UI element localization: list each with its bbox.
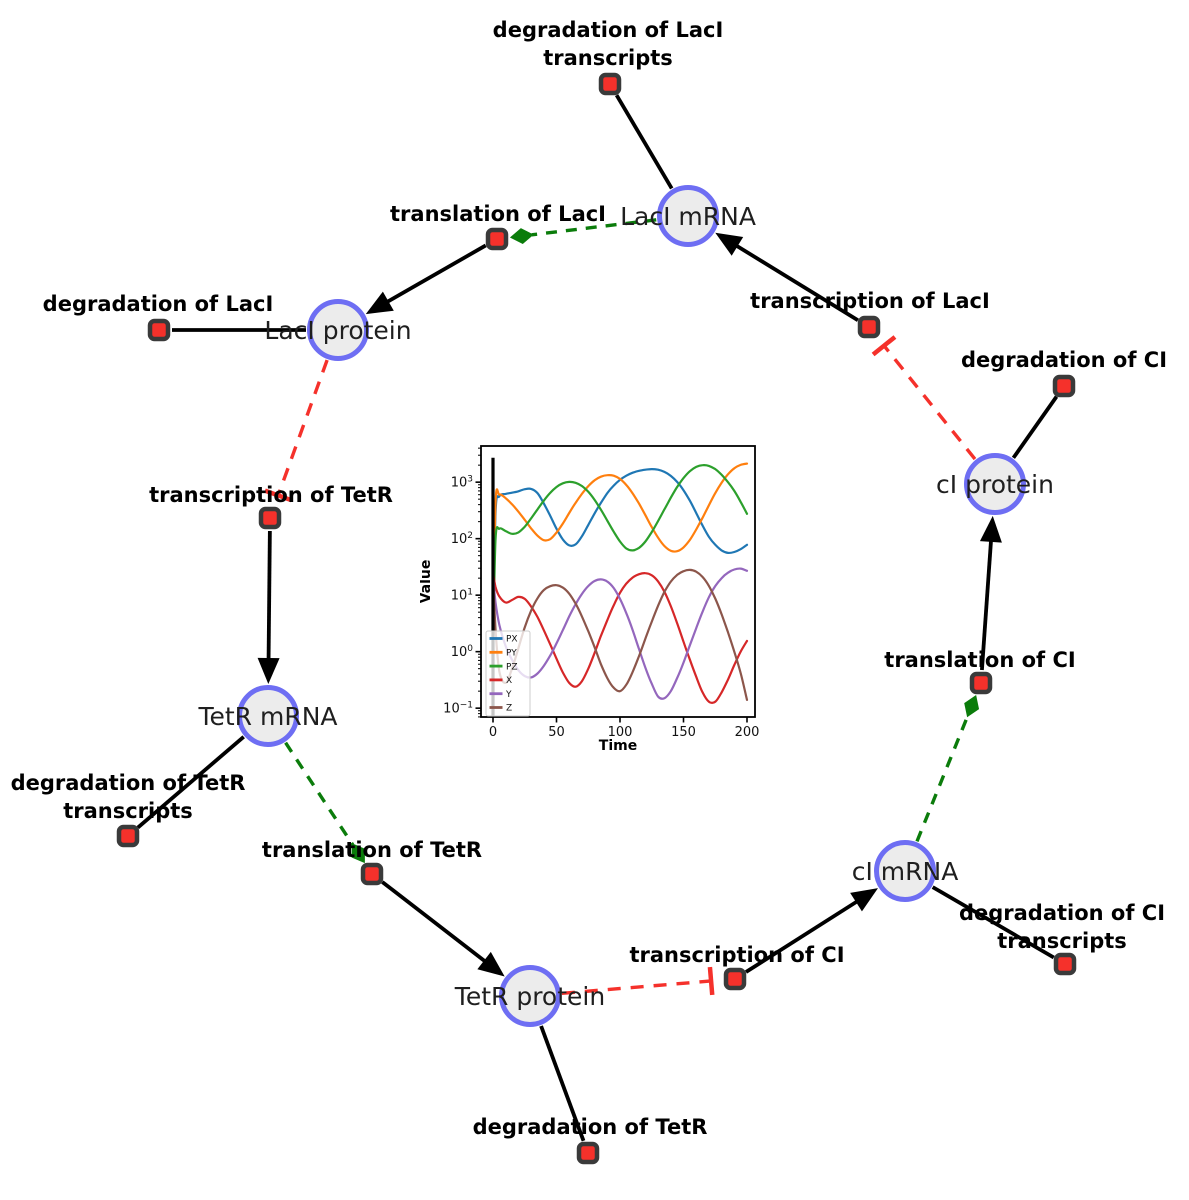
reaction-label-deg-ci-transcripts: degradation of CI transcripts xyxy=(959,901,1165,953)
x-tick-label: 200 xyxy=(735,725,760,740)
reaction-node-deg-tetr-transcripts[interactable] xyxy=(116,824,140,848)
edge-ci-mrna-to-deg-ci-transcripts xyxy=(931,885,1055,960)
reaction-node-deg-laci[interactable] xyxy=(147,318,171,342)
edges-layer xyxy=(136,94,1059,1142)
x-tick-label: 100 xyxy=(608,725,633,740)
y-tick-label: 103 xyxy=(451,475,473,491)
species-node-laci-mrna[interactable] xyxy=(657,185,719,247)
edge-transcription-ci-to-ci-mrna xyxy=(744,896,864,974)
arrowhead-edge-transcription-tetr-to-tetr-mrna xyxy=(257,657,280,685)
reaction-node-translation-tetr[interactable] xyxy=(360,862,384,886)
legend-label-PX: PX xyxy=(506,635,518,645)
species-node-tetr-mrna[interactable] xyxy=(237,685,299,747)
y-tick-label: 101 xyxy=(451,588,473,604)
legend-label-X: X xyxy=(506,676,512,686)
edge-tetr-protein-to-deg-tetr xyxy=(539,1025,586,1142)
species-label-laci-mrna: LacI mRNA xyxy=(620,202,756,231)
species-node-ci-mrna[interactable] xyxy=(874,840,936,902)
inhibitor-bar-edge-laci-protein-to-transcription-tetr xyxy=(264,488,293,503)
modifier-diamond-edge-tetr-mrna-to-translation-tetr xyxy=(351,843,365,864)
species-label-ci-protein: cI protein xyxy=(936,470,1054,499)
reaction-node-translation-ci[interactable] xyxy=(969,671,993,695)
legend-label-Y: Y xyxy=(505,690,512,700)
reaction-label-translation-tetr: translation of TetR xyxy=(262,838,482,862)
arrowhead-edge-translation-laci-to-laci-protein xyxy=(365,291,394,315)
edge-ci-protein-to-transcription-laci xyxy=(882,344,977,461)
reaction-label-deg-tetr-transcripts: degradation of TetR transcripts xyxy=(11,771,246,823)
x-tick-label: 0 xyxy=(489,725,497,740)
axis-ticks: 10−1 100 101 102 103 0 50 100 150 200 xyxy=(443,447,760,740)
edge-tetr-mrna-to-translation-tetr xyxy=(284,741,355,846)
reaction-label-deg-ci: degradation of CI xyxy=(961,348,1167,372)
edge-tetr-protein-to-transcription-ci xyxy=(561,979,712,996)
species-label-tetr-protein: TetR protein xyxy=(454,982,605,1011)
plot-background xyxy=(420,435,770,765)
y-tick-label: 102 xyxy=(451,531,473,547)
reaction-node-deg-ci[interactable] xyxy=(1052,374,1076,398)
reaction-node-translation-laci[interactable] xyxy=(485,227,509,251)
arrowhead-edge-transcription-ci-to-ci-mrna xyxy=(850,888,878,912)
reaction-node-transcription-laci[interactable] xyxy=(857,315,881,339)
plot-legend: PX PY PZ XYZ xyxy=(485,630,531,717)
arrowhead-edge-translation-ci-to-ci-protein xyxy=(979,515,1002,543)
reaction-label-deg-laci-transcripts: degradation of LacI transcripts xyxy=(493,18,724,70)
legend-label-Z: Z xyxy=(506,704,512,714)
series-line-PZ xyxy=(491,464,749,653)
axes-frame xyxy=(480,445,756,718)
species-node-laci-protein[interactable] xyxy=(307,299,369,361)
edge-laci-mrna-to-deg-laci-transcripts xyxy=(614,94,674,190)
nodes-layer xyxy=(116,72,1077,1165)
legend-label-PY: PY xyxy=(506,649,517,659)
modifier-diamond-edge-laci-mrna-to-translation-laci xyxy=(509,228,534,244)
reaction-label-deg-laci: degradation of LacI xyxy=(43,292,274,316)
species-node-tetr-protein[interactable] xyxy=(499,965,561,1027)
plot-y-axis-label: Value xyxy=(420,560,434,604)
y-tick-label: 100 xyxy=(451,644,474,660)
edge-transcription-tetr-to-tetr-mrna xyxy=(266,530,272,667)
inhibitor-bar-edge-tetr-protein-to-transcription-ci xyxy=(707,966,715,996)
edge-transcription-laci-to-laci-mrna xyxy=(729,240,859,322)
series-line-X xyxy=(491,571,749,704)
reaction-label-translation-laci: translation of LacI xyxy=(390,202,606,226)
edge-laci-mrna-to-translation-laci xyxy=(531,218,657,237)
edge-ci-mrna-to-translation-ci xyxy=(915,714,970,842)
reaction-label-deg-tetr: degradation of TetR xyxy=(473,1115,708,1139)
y-tick-label: 10−1 xyxy=(443,701,473,717)
edge-translation-laci-to-laci-protein xyxy=(380,243,487,307)
reaction-label-transcription-tetr: transcription of TetR xyxy=(149,483,393,507)
edge-translation-ci-to-ci-protein xyxy=(980,533,994,671)
edge-ci-protein-to-deg-ci xyxy=(1011,395,1059,459)
arrowhead-edge-translation-tetr-to-tetr-protein xyxy=(477,951,505,977)
reaction-node-deg-laci-transcripts[interactable] xyxy=(598,72,622,96)
plot-x-axis-label: Time xyxy=(599,738,637,754)
reaction-label-translation-ci: translation of CI xyxy=(884,648,1075,672)
species-label-tetr-mrna: TetR mRNA xyxy=(197,702,337,731)
edge-laci-protein-to-transcription-tetr xyxy=(276,359,329,497)
species-label-ci-mrna: cI mRNA xyxy=(852,857,959,886)
edge-tetr-mrna-to-deg-tetr-transcripts xyxy=(136,735,245,829)
reaction-node-deg-ci-transcripts[interactable] xyxy=(1053,952,1077,976)
species-node-ci-protein[interactable] xyxy=(964,453,1026,515)
series-line-Z xyxy=(491,568,749,701)
modifier-diamond-edge-ci-mrna-to-translation-ci xyxy=(964,695,980,718)
arrowhead-edge-transcription-laci-to-laci-mrna xyxy=(715,232,744,256)
reaction-node-deg-tetr[interactable] xyxy=(576,1141,600,1165)
series-line-PX xyxy=(491,468,749,653)
edge-translation-tetr-to-tetr-protein xyxy=(381,880,492,967)
labels-layer: degradation of LacI transcripts translatio… xyxy=(11,18,1167,1139)
x-tick-label: 150 xyxy=(671,725,696,740)
reaction-label-transcription-ci: transcription of CI xyxy=(629,943,844,967)
legend-label-PZ: PZ xyxy=(506,662,518,672)
series-line-Y xyxy=(491,567,749,700)
reaction-node-transcription-ci[interactable] xyxy=(723,967,747,991)
reaction-node-transcription-tetr[interactable] xyxy=(258,506,282,530)
species-label-laci-protein: LacI protein xyxy=(264,316,411,345)
inhibitor-bar-edge-ci-protein-to-transcription-laci xyxy=(871,335,897,357)
x-tick-label: 50 xyxy=(548,725,565,740)
reaction-label-transcription-laci: transcription of LacI xyxy=(750,289,990,313)
